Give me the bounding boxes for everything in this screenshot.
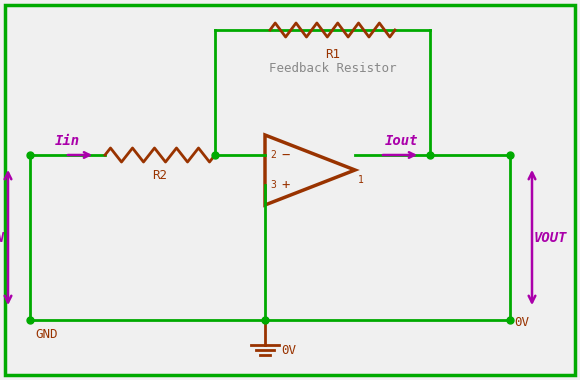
- Text: Iin: Iin: [55, 134, 80, 148]
- Text: 1: 1: [358, 175, 364, 185]
- Text: R2: R2: [153, 169, 168, 182]
- Text: 0V: 0V: [281, 344, 296, 356]
- Text: 3: 3: [270, 180, 276, 190]
- Text: R1: R1: [325, 48, 340, 61]
- Text: 2: 2: [270, 150, 276, 160]
- Text: GND: GND: [35, 328, 57, 341]
- Text: Iout: Iout: [385, 134, 419, 148]
- Text: Feedback Resistor: Feedback Resistor: [269, 62, 396, 75]
- Text: VIN: VIN: [0, 231, 5, 244]
- Text: +: +: [281, 178, 289, 192]
- Text: 0V: 0V: [514, 315, 529, 328]
- Text: VOUT: VOUT: [533, 231, 567, 244]
- Text: −: −: [281, 148, 289, 162]
